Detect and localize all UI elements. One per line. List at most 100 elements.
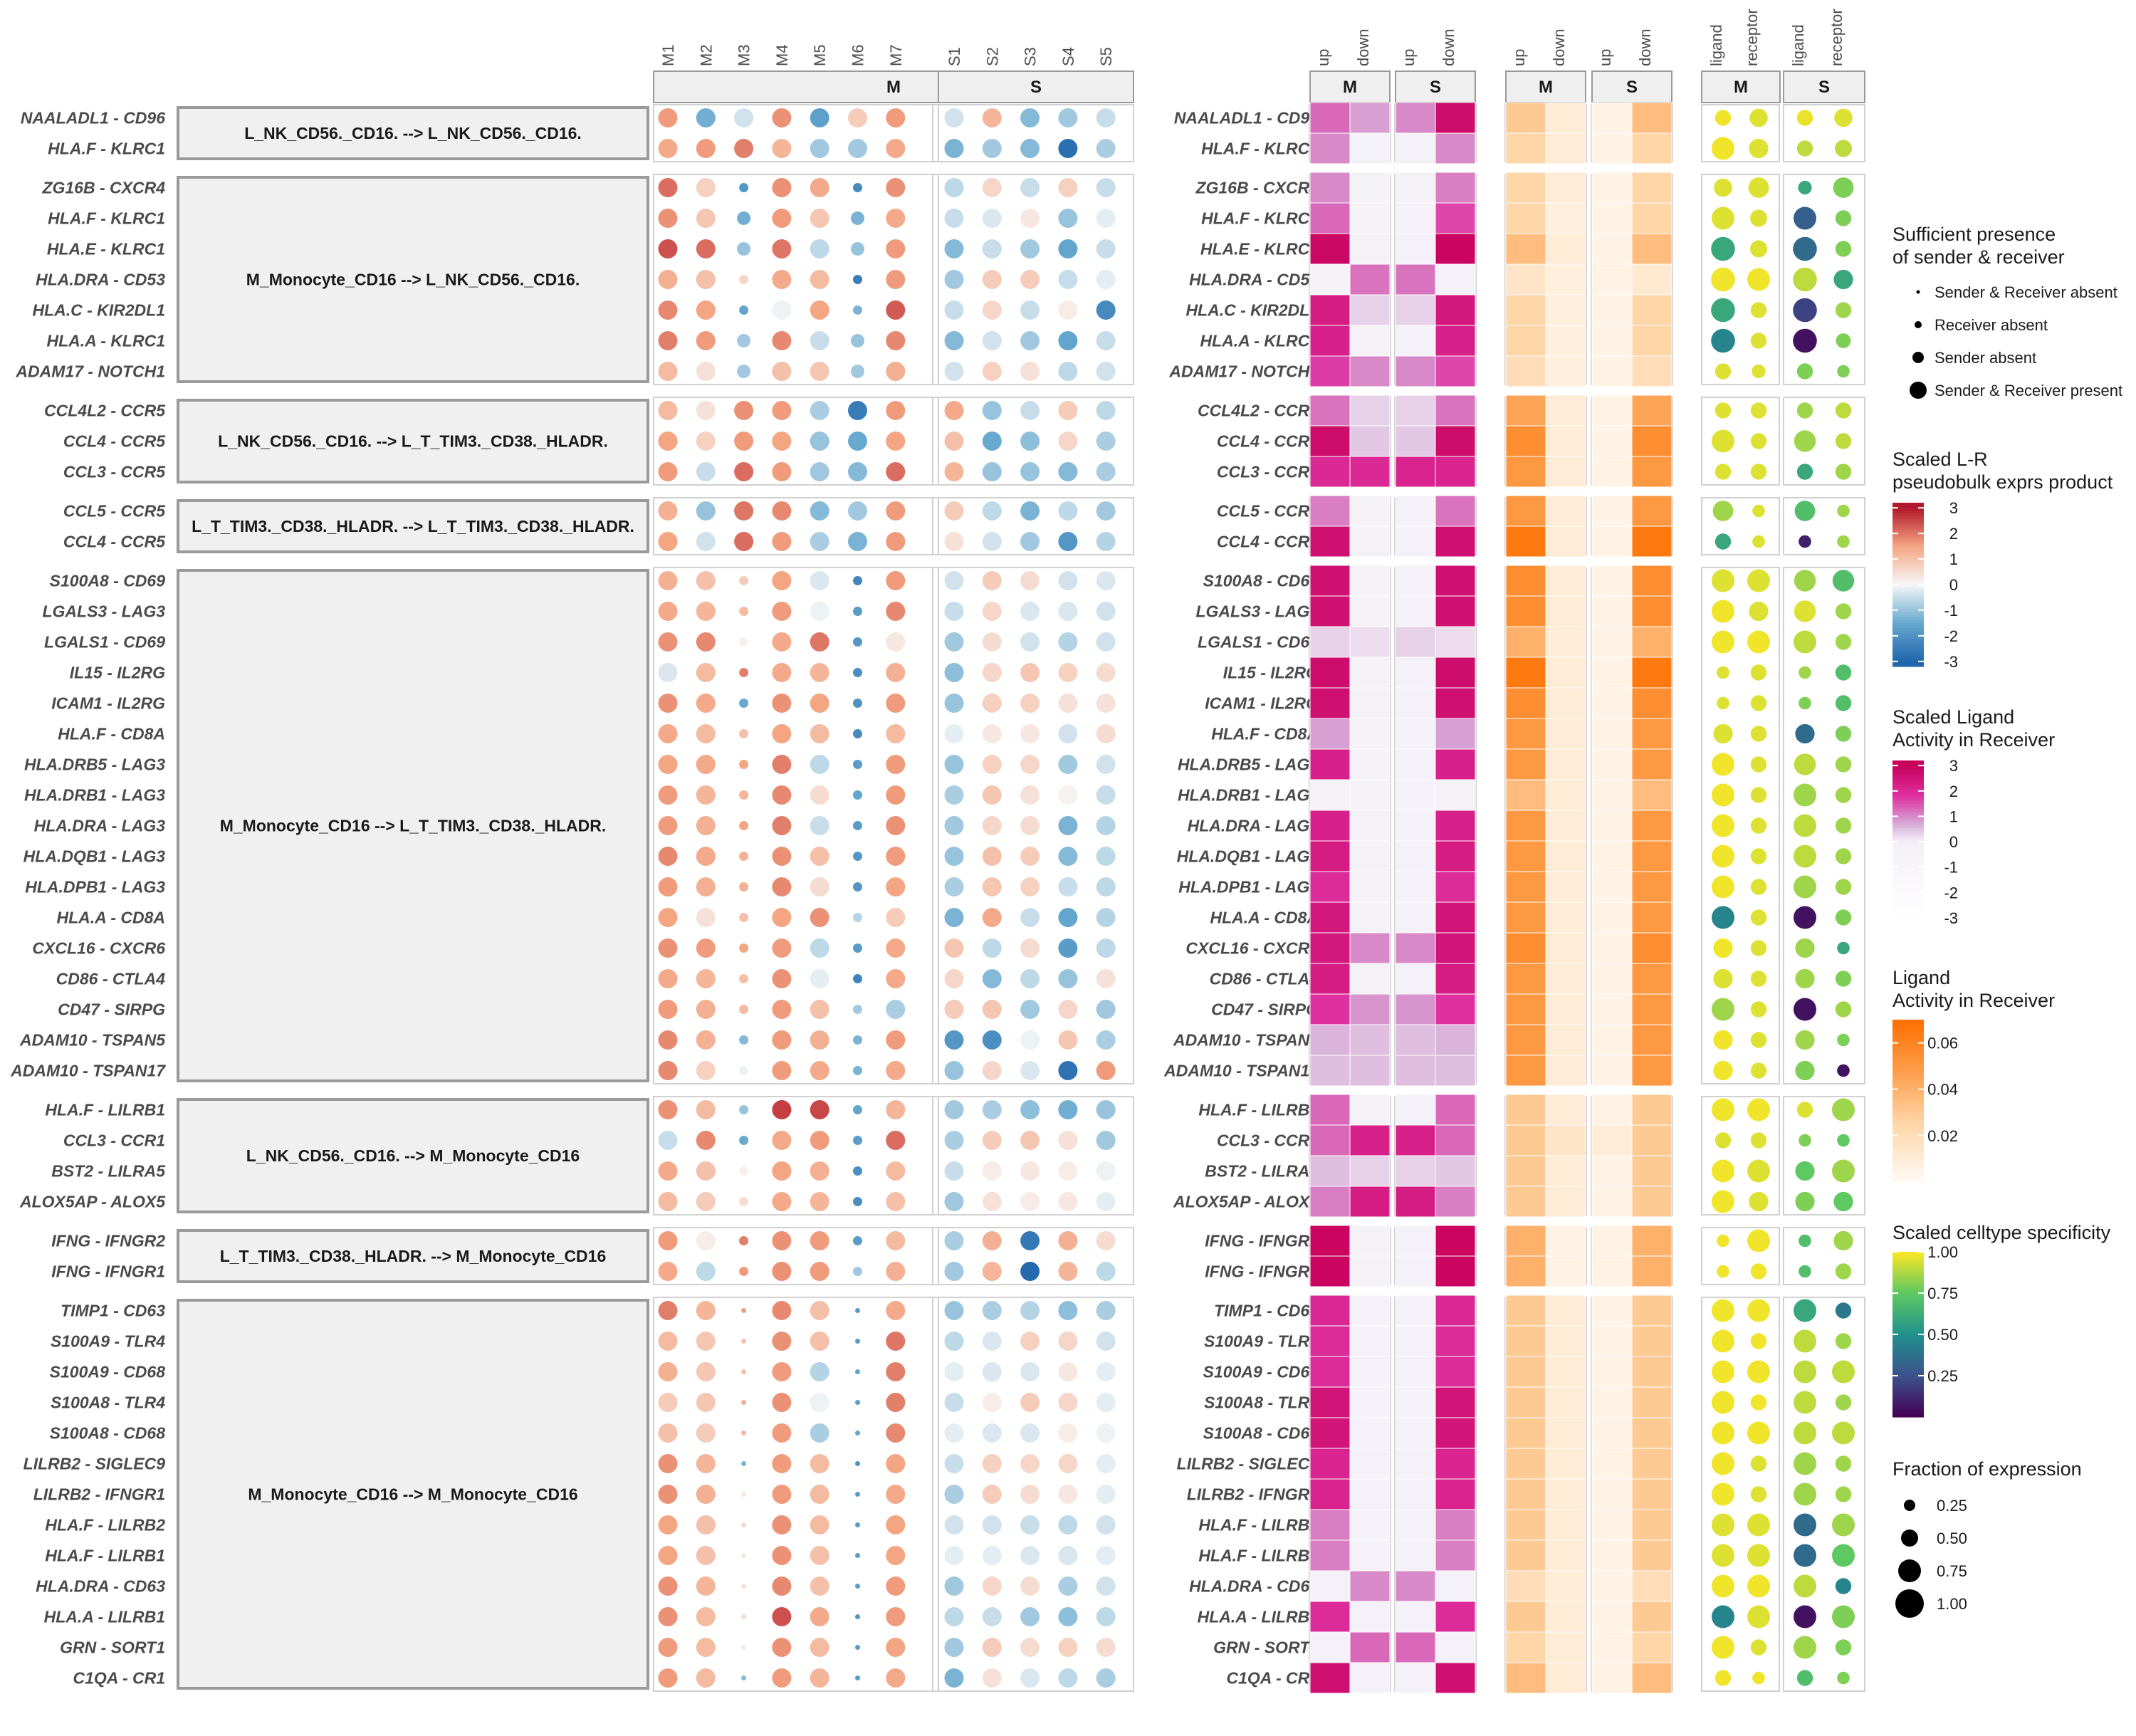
lr-product-dot	[810, 1393, 829, 1412]
ligand-activity-column-M-up: up	[1510, 49, 1528, 66]
lr-product-dot	[853, 852, 862, 861]
ligand-activity-cell	[1505, 132, 1546, 164]
scaled-activity-column-M-up: up	[1314, 49, 1332, 66]
lr-product-dot	[1058, 462, 1078, 481]
ligand-activity-cell	[1545, 1024, 1586, 1056]
specificity-dot	[1712, 1574, 1734, 1598]
row-label-left: HLA.DRB5 - LAG3	[24, 755, 165, 774]
lr-product-dot	[944, 571, 964, 590]
scaled-activity-colorbar-gradient	[1892, 839, 1924, 842]
specificity-dot	[1835, 634, 1852, 650]
scaled-activity-cell	[1349, 1356, 1391, 1388]
ligand-activity-cell	[1505, 294, 1546, 326]
scaled-activity-cell	[1309, 355, 1351, 387]
lr-product-dot	[1096, 663, 1116, 682]
specificity-dot	[1748, 177, 1769, 198]
pair-label: M_Monocyte_CD16 --> M_Monocyte_CD16	[248, 1485, 577, 1504]
ligand-activity-column-S-up: up	[1596, 49, 1614, 66]
ligand-activity-cell	[1631, 1570, 1672, 1602]
ligand-activity-cell	[1505, 779, 1546, 811]
lr-product-dot	[982, 139, 1002, 158]
presence-legend-label: Sender & Receiver present	[1935, 382, 2122, 399]
row-label-mid: ICAM1 - IL2RG	[1205, 694, 1319, 713]
fraction-legend-label: 0.50	[1937, 1530, 1967, 1547]
ligand-activity-colorbar-gradient	[1892, 1089, 1924, 1094]
lr-product-dot	[1058, 1393, 1078, 1412]
scaled-activity-cell	[1309, 1094, 1351, 1126]
scaled-activity-column-S-down: down	[1440, 28, 1457, 66]
scaled-activity-colorbar-gradient	[1892, 820, 1924, 823]
lr-product-dot	[739, 637, 749, 647]
lr-product-dot	[810, 1638, 829, 1657]
lr-product-dot	[810, 139, 829, 158]
lr-product-dot	[853, 1197, 862, 1206]
specificity-dot	[1835, 1639, 1852, 1656]
scaled-activity-colorbar-gradient	[1892, 882, 1924, 886]
ligand-activity-colorbar-gradient	[1892, 1103, 1924, 1107]
lr-product-legend-title: pseudobulk exprs product	[1892, 471, 2113, 493]
scaled-activity-colorbar-gradient	[1892, 863, 1924, 867]
row-label-mid: HLA.DRA - CD63	[1189, 1577, 1319, 1596]
ligand-activity-colorbar-gradient	[1892, 1101, 1924, 1104]
ligand-activity-colorbar-gradient	[1892, 1125, 1924, 1129]
specificity-dot	[1713, 1060, 1733, 1081]
lr-product-colorbar-gradient	[1892, 533, 1924, 536]
lr-product-dot	[982, 270, 1002, 289]
lr-product-dot	[772, 1231, 792, 1250]
specificity-dot	[1749, 138, 1769, 159]
column-label-M3: M3	[735, 44, 753, 66]
lr-product-dot	[772, 755, 792, 774]
scaled-activity-cell	[1309, 993, 1351, 1025]
lr-product-dot	[886, 209, 906, 228]
specificity-frame-S	[1783, 1297, 1865, 1692]
scaled-activity-cell	[1349, 1417, 1391, 1449]
scaled-activity-cell	[1395, 1255, 1436, 1287]
ligand-activity-cell	[1631, 172, 1672, 204]
scaled-activity-cell	[1349, 779, 1391, 811]
specificity-colorbar-gradient	[1892, 1298, 1924, 1302]
lr-product-dot	[944, 877, 964, 896]
lr-product-dot	[658, 1393, 678, 1412]
specificity-dot	[1752, 535, 1765, 548]
lr-product-dot	[886, 300, 906, 320]
ligand-activity-colorbar-gradient	[1892, 1087, 1924, 1091]
lr-product-dot	[855, 1461, 860, 1466]
lr-product-dot	[1096, 1262, 1116, 1281]
pair-label: L_NK_CD56._CD16. --> M_Monocyte_CD16	[246, 1146, 580, 1165]
lr-product-legend-title: Scaled L-R	[1892, 449, 1988, 470]
lr-product-dot	[1096, 969, 1116, 988]
lr-product-dot	[1096, 785, 1116, 805]
ligand-activity-cell	[1591, 355, 1633, 387]
row-label-left: C1QA - CR1	[73, 1669, 166, 1688]
specificity-frame-M	[1701, 1297, 1780, 1692]
lr-product-dot	[772, 239, 792, 258]
lr-product-dot	[1020, 785, 1040, 805]
lr-product-colorbar-gradient	[1892, 617, 1924, 621]
ligand-activity-colorbar-gradient	[1892, 1020, 1924, 1023]
lr-product-dot	[739, 729, 749, 738]
lr-product-colorbar-gradient	[1892, 592, 1924, 596]
scaled-activity-cell	[1435, 525, 1476, 558]
lr-product-dot	[944, 1638, 964, 1657]
scaled-activity-colorbar-gradient	[1892, 815, 1924, 818]
ligand-activity-cell	[1545, 748, 1586, 780]
ligand-activity-cell	[1545, 993, 1586, 1025]
ligand-activity-colorbar-gradient	[1892, 1157, 1924, 1161]
ligand-activity-cell	[1591, 456, 1633, 488]
ligand-activity-colorbar-gradient	[1892, 1130, 1924, 1134]
ligand-activity-cell	[1505, 1478, 1546, 1510]
lr-product-dot	[982, 401, 1002, 420]
specificity-dot	[1712, 1513, 1734, 1537]
lr-product-dot	[982, 1161, 1002, 1181]
lr-product-dot	[810, 1515, 829, 1534]
lr-product-dot	[886, 1262, 906, 1281]
lr-product-dot	[886, 1030, 906, 1050]
lr-product-dot	[886, 401, 906, 420]
ligand-activity-cell	[1591, 1448, 1633, 1480]
specificity-colorbar-gradient	[1892, 1381, 1924, 1385]
specificity-dot	[1750, 1062, 1767, 1079]
ligand-activity-colorbar-gradient	[1892, 1179, 1924, 1183]
lr-product-dot	[944, 1000, 964, 1019]
ligand-activity-cell	[1505, 1386, 1546, 1418]
lr-product-dot	[772, 602, 792, 621]
